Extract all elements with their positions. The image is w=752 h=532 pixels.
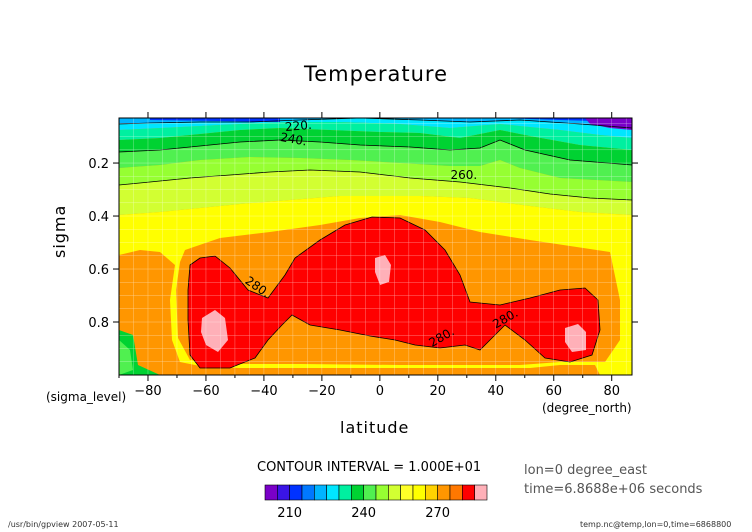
colorbar-swatch: [449, 484, 463, 501]
contour-band-green-1: [119, 157, 632, 200]
colorbar-swatch: [338, 484, 352, 501]
colorbar-swatch: [388, 484, 401, 501]
contour-band-lightyellow: [119, 170, 632, 215]
x-tick-label: 40: [488, 384, 505, 399]
contour-band-darkblue: [150, 118, 280, 122]
colorbar-swatch: [289, 484, 303, 501]
contour-band-green-3: [119, 128, 632, 165]
contour-band-pink-center: [375, 255, 391, 285]
y-tick-label: 0.4: [88, 210, 109, 225]
contour-line-240: [119, 139, 632, 166]
colorbar-swatch: [314, 484, 327, 501]
footer-left: /usr/bin/gpview 2007-05-11: [8, 520, 119, 529]
footer-right: temp.nc@temp,lon=0,time=6868800: [580, 520, 732, 529]
colorbar-swatch: [474, 484, 488, 501]
info-lon: lon=0 degree_east: [524, 463, 647, 478]
y-axis-label: sigma: [50, 204, 69, 258]
colorbar-swatch: [462, 484, 475, 501]
colorbar-swatch: [375, 484, 389, 501]
contour-label: 220.: [284, 118, 312, 134]
colorbar-swatch: [277, 484, 290, 501]
colorbar-swatch: [301, 484, 315, 501]
contour-band-bottom-left-lightgreen: [119, 340, 133, 375]
contour-band-cyan-green: [119, 122, 632, 150]
x-tick-label: −20: [308, 384, 335, 399]
contour-band-cyan: [119, 118, 632, 138]
colorbar-tick-label: 270: [425, 506, 450, 521]
x-tick-label: 80: [603, 384, 620, 399]
colorbar-swatch: [412, 484, 426, 501]
colorbar-swatch: [363, 484, 377, 501]
contour-band-orange-left-blob: [119, 265, 140, 300]
x-axis-label: latitude: [340, 418, 410, 437]
plot-frame: [118, 117, 633, 376]
x-tick-label: −60: [192, 384, 219, 399]
info-time: time=6.8688e+06 seconds: [524, 482, 703, 497]
y-tick-label: 0.6: [88, 263, 109, 278]
chart-title: Temperature: [303, 62, 449, 86]
colorbar-swatch: [425, 484, 438, 501]
colorbar-tick-label: 240: [351, 506, 376, 521]
colorbar-swatch: [351, 484, 364, 501]
y-axis-unit-label: (sigma_level): [46, 390, 127, 404]
x-tick-label: 60: [545, 384, 562, 399]
x-tick-label: −40: [250, 384, 277, 399]
colorbar-swatch: [326, 484, 340, 501]
colorbar-swatch: [437, 484, 451, 501]
contour-line-260: [119, 169, 632, 201]
y-tick-label: 0.8: [88, 316, 109, 331]
contour-band-pink-right: [565, 324, 586, 352]
contour-band-pink-left: [201, 310, 228, 352]
contour-label: 240.: [279, 130, 308, 148]
contour-band-red: [188, 217, 600, 368]
contour-band-green-2: [119, 140, 632, 182]
axes: −80 −60 −40 −20 0 20 40 60 80 0.2 0.4 0.6 0.8: [88, 112, 638, 399]
grid-lines: [119, 118, 632, 375]
contour-interval-text: CONTOUR INTERVAL = 1.000E+01: [257, 460, 482, 475]
contour-label: 260.: [451, 168, 478, 182]
x-tick-label: −80: [134, 384, 161, 399]
colorbar-swatch: [264, 484, 278, 501]
y-tick-label: 0.2: [88, 157, 109, 172]
plot-area: [119, 118, 632, 375]
x-tick-label: 20: [430, 384, 447, 399]
x-tick-label: 0: [376, 384, 384, 399]
colorbar: 210 240 270: [264, 484, 488, 521]
x-axis-unit-label: (degree_north): [542, 401, 632, 415]
colorbar-tick-label: 210: [277, 506, 302, 521]
colorbar-swatch: [400, 484, 414, 501]
contour-line-220: [119, 118, 632, 129]
